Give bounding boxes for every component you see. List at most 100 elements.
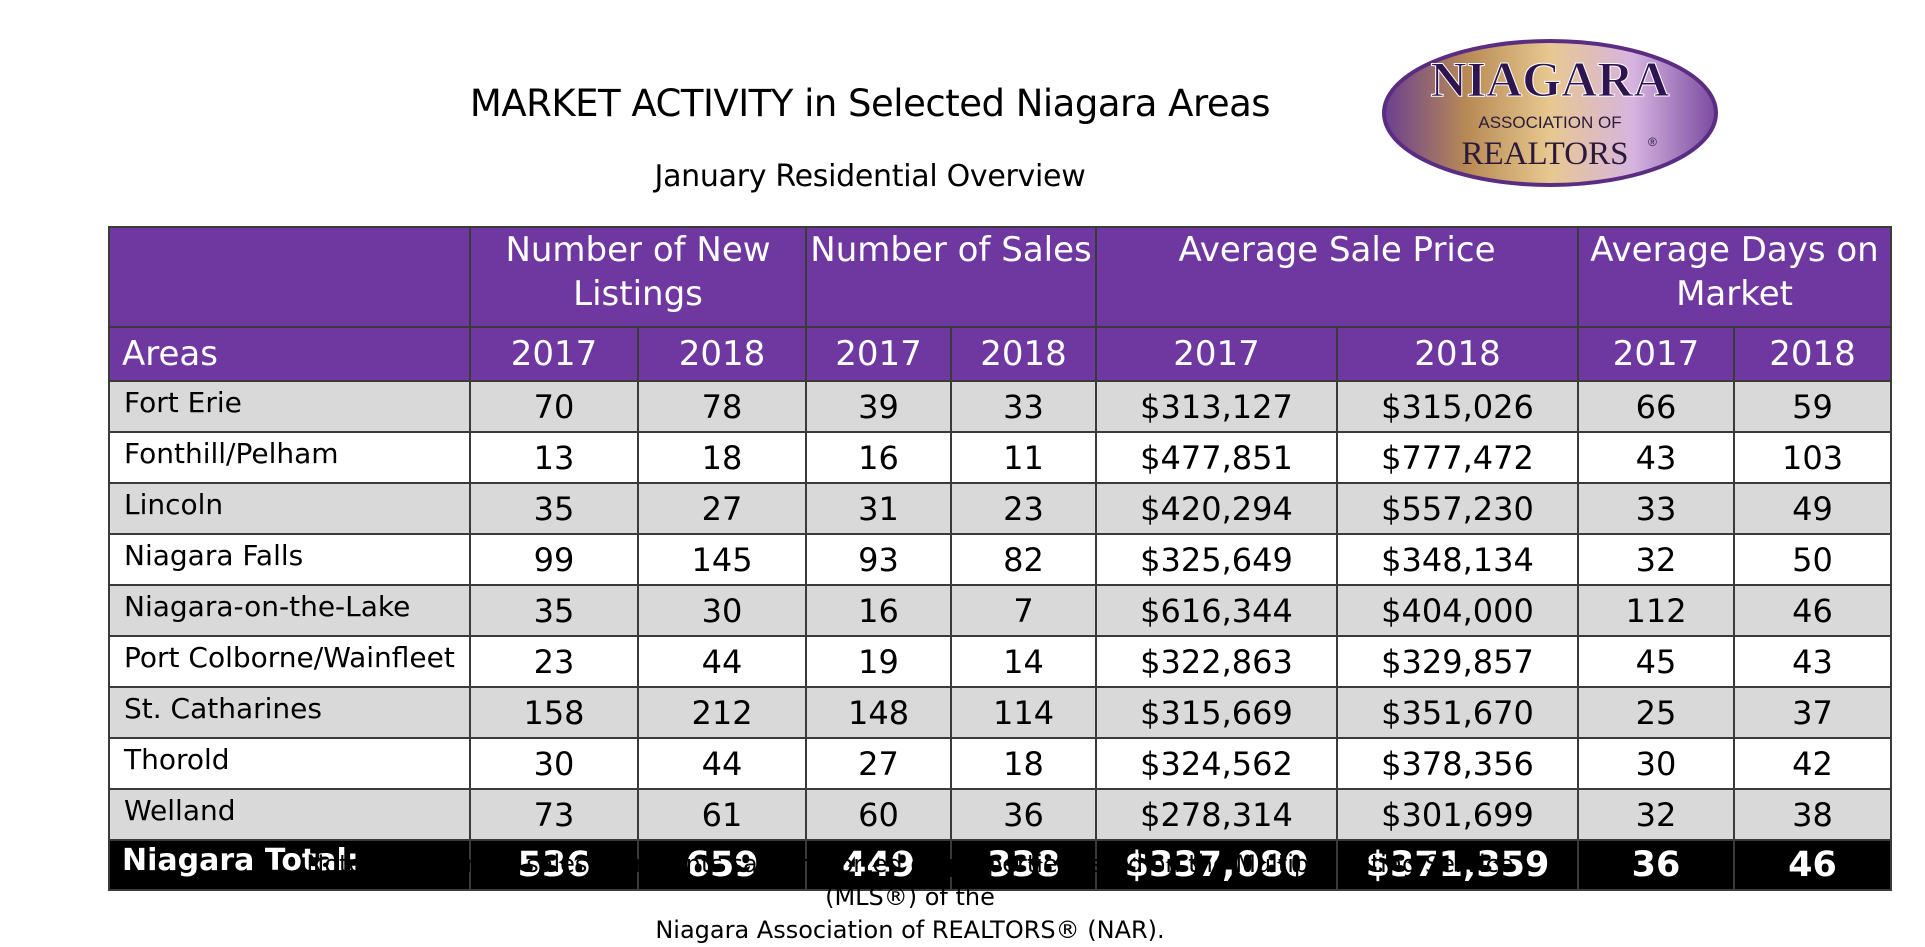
svg-text:ASSOCIATION OF: ASSOCIATION OF [1478,113,1621,132]
value-cell: $351,670 [1336,686,1580,739]
group-header-row: Number of New Listings Number of Sales A… [108,226,1893,328]
footnote-line-2: Niagara Association of REALTORS® (NAR). [655,916,1165,944]
footnote: Note: Numbers of sales represents sales … [260,848,1560,947]
sales-header: Number of Sales [805,226,1098,328]
value-cell: 23 [469,635,639,688]
area-cell: Welland [108,788,471,841]
year-header: 2017 [805,326,953,382]
total-value-cell: 36 [1577,839,1736,891]
value-cell: 30 [636,584,808,637]
value-cell: 82 [950,533,1098,586]
value-cell: 50 [1733,533,1893,586]
table-row: Lincoln 35 27 31 23 $420,294 $557,230 33 49 [108,482,1893,535]
value-cell: $477,851 [1095,431,1339,484]
year-header: 2018 [1336,326,1580,382]
value-cell: 145 [636,533,808,586]
avg-price-header: Average Sale Price [1095,226,1580,328]
value-cell: 44 [636,737,808,790]
value-cell: 60 [805,788,953,841]
year-header-row: Areas 2017 2018 2017 2018 2017 2018 2017… [108,326,1893,382]
total-value-cell: 659 [636,839,808,891]
value-cell: $278,314 [1095,788,1339,841]
total-row: Niagara Total: 536 659 449 338 $337,080 $371,3… [108,839,1893,891]
value-cell: 158 [469,686,639,739]
total-value-cell: 536 [469,839,639,891]
table-row: Niagara Falls 99 145 93 82 $325,649 $348,134 32… [108,533,1893,586]
value-cell: 66 [1577,380,1736,433]
value-cell: 11 [950,431,1098,484]
table-row: Fort Erie 70 78 39 33 $313,127 $315,026 66 59 [108,380,1893,433]
value-cell: 99 [469,533,639,586]
market-activity-table: Number of New Listings Number of Sales A… [108,226,1893,891]
svg-text:REALTORS: REALTORS [1462,136,1629,172]
value-cell: $777,472 [1336,431,1580,484]
value-cell: 35 [469,584,639,637]
value-cell: $378,356 [1336,737,1580,790]
value-cell: 30 [1577,737,1736,790]
value-cell: 14 [950,635,1098,688]
value-cell: 114 [950,686,1098,739]
svg-text:®: ® [1648,135,1657,149]
value-cell: 37 [1733,686,1893,739]
value-cell: 43 [1733,635,1893,688]
area-cell: Lincoln [108,482,471,535]
value-cell: 7 [950,584,1098,637]
value-cell: 45 [1577,635,1736,688]
year-header: 2017 [469,326,639,382]
value-cell: 59 [1733,380,1893,433]
value-cell: 30 [469,737,639,790]
blank-header-cell [108,226,471,328]
table-row: Thorold 30 44 27 18 $324,562 $378,356 30 42 [108,737,1893,790]
value-cell: $315,669 [1095,686,1339,739]
area-cell: Port Colborne/Wainfleet [108,635,471,688]
value-cell: 36 [950,788,1098,841]
value-cell: 43 [1577,431,1736,484]
year-header: 2017 [1095,326,1339,382]
value-cell: 103 [1733,431,1893,484]
value-cell: $420,294 [1095,482,1339,535]
value-cell: 19 [805,635,953,688]
value-cell: 25 [1577,686,1736,739]
value-cell: 148 [805,686,953,739]
value-cell: 27 [805,737,953,790]
value-cell: $301,699 [1336,788,1580,841]
value-cell: 31 [805,482,953,535]
value-cell: 46 [1733,584,1893,637]
table-row: St. Catharines 158 212 148 114 $315,669 $351,6… [108,686,1893,739]
value-cell: 16 [805,431,953,484]
value-cell: 70 [469,380,639,433]
year-header: 2017 [1577,326,1736,382]
value-cell: 38 [1733,788,1893,841]
value-cell: 49 [1733,482,1893,535]
value-cell: $404,000 [1336,584,1580,637]
total-value-cell: 46 [1733,839,1893,891]
value-cell: $329,857 [1336,635,1580,688]
total-value-cell: $371,359 [1336,839,1580,891]
avg-days-header: Average Days on Market [1577,226,1893,328]
value-cell: $315,026 [1336,380,1580,433]
total-label: Niagara Total: [108,839,471,891]
value-cell: $557,230 [1336,482,1580,535]
table-row: Niagara-on-the-Lake 35 30 16 7 $616,344 $404,0… [108,584,1893,637]
footnote-line-1: Note: Numbers of sales represents sales … [306,850,1514,911]
value-cell: $324,562 [1095,737,1339,790]
value-cell: 16 [805,584,953,637]
value-cell: 27 [636,482,808,535]
value-cell: 39 [805,380,953,433]
areas-header: Areas [108,326,471,382]
year-header: 2018 [636,326,808,382]
value-cell: 61 [636,788,808,841]
value-cell: 112 [1577,584,1736,637]
value-cell: $322,863 [1095,635,1339,688]
year-header: 2018 [1733,326,1893,382]
value-cell: 32 [1577,533,1736,586]
total-value-cell: $337,080 [1095,839,1339,891]
value-cell: 32 [1577,788,1736,841]
value-cell: 93 [805,533,953,586]
value-cell: 18 [636,431,808,484]
table-row: Welland 73 61 60 36 $278,314 $301,699 32 38 [108,788,1893,841]
value-cell: 13 [469,431,639,484]
value-cell: 42 [1733,737,1893,790]
value-cell: 44 [636,635,808,688]
area-cell: Thorold [108,737,471,790]
